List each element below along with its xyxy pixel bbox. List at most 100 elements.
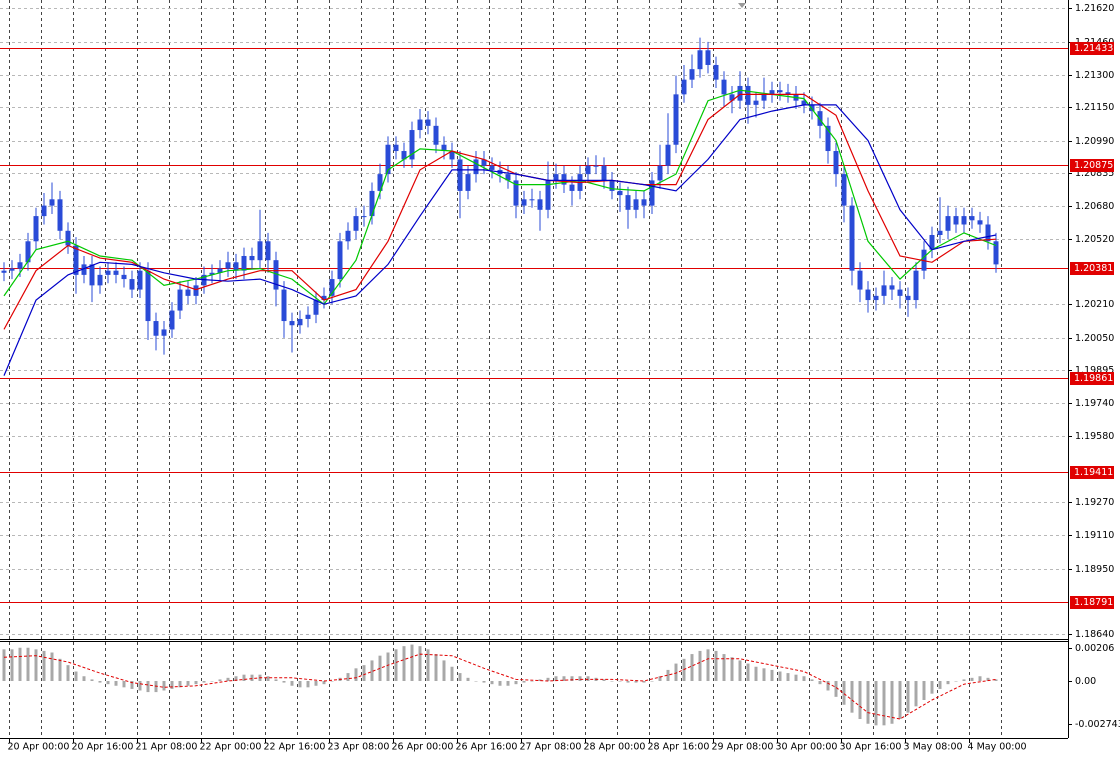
histogram-bar	[954, 681, 958, 682]
histogram-bar	[170, 681, 174, 689]
histogram-bar	[818, 681, 822, 685]
candle-body	[345, 230, 351, 242]
histogram-bar	[242, 674, 246, 681]
histogram-bar	[810, 679, 814, 681]
candle-body	[145, 270, 151, 322]
histogram-bar	[282, 681, 286, 683]
histogram-bar	[658, 676, 662, 681]
candle-body	[401, 151, 407, 160]
histogram-bar	[634, 681, 638, 683]
candle-body	[905, 295, 911, 301]
moving-average	[3, 104, 997, 376]
histogram-bar	[330, 681, 334, 682]
x-tick-label: 23 Apr 08:00	[328, 742, 390, 753]
candle-body	[209, 272, 215, 275]
candle-body	[257, 241, 263, 261]
histogram-bar	[938, 681, 942, 689]
histogram-bar	[754, 666, 758, 681]
candle-body	[561, 174, 567, 185]
candle-body	[241, 255, 247, 271]
candle-body	[841, 174, 847, 206]
y-tick-label: -0.002743	[1075, 719, 1120, 730]
histogram-bar	[802, 676, 806, 681]
x-tick-label: 20 Apr 16:00	[72, 742, 134, 753]
x-tick-label: 27 Apr 08:00	[520, 742, 582, 753]
y-tick-label: 1.19895	[1075, 365, 1114, 376]
candle-body	[553, 174, 559, 181]
histogram-bar	[882, 681, 886, 726]
candle-body	[73, 245, 79, 275]
histogram-bar	[66, 665, 70, 681]
histogram-bar	[698, 650, 702, 681]
candle-body	[761, 94, 767, 101]
histogram-bar	[770, 669, 774, 681]
histogram-bar	[354, 668, 358, 681]
x-tick-label: 30 Apr 00:00	[776, 742, 838, 753]
candle-body	[313, 300, 319, 315]
candle-body	[665, 144, 671, 166]
candle-body	[521, 199, 527, 206]
histogram-bar	[986, 677, 990, 681]
level-label: 1.18791	[1074, 597, 1113, 608]
histogram-bar	[482, 681, 486, 683]
histogram-bar	[642, 681, 646, 683]
candle-body	[809, 104, 815, 112]
candle-body	[49, 199, 55, 206]
candle-body	[385, 144, 391, 175]
candle-body	[969, 216, 975, 221]
candle-body	[129, 279, 135, 290]
histogram-bar	[962, 679, 966, 681]
histogram-bar	[426, 649, 430, 681]
histogram-bar	[466, 677, 470, 681]
histogram-bar	[90, 679, 94, 681]
histogram-bar	[58, 658, 62, 681]
histogram-bar	[370, 660, 374, 681]
candle-body	[169, 310, 175, 330]
histogram-bar	[106, 681, 110, 685]
histogram-bar	[386, 652, 390, 681]
level-label: 1.19861	[1074, 373, 1113, 384]
candle-body	[753, 100, 759, 105]
histogram-bar	[978, 676, 982, 681]
histogram-bar	[674, 663, 678, 681]
histogram-bar	[314, 681, 318, 686]
candle-body	[729, 94, 735, 101]
candle-body	[337, 241, 343, 280]
histogram-bar	[322, 681, 326, 685]
moving-average	[3, 93, 997, 330]
histogram-bar	[706, 649, 710, 681]
candle-body	[993, 241, 999, 265]
candle-body	[449, 151, 455, 160]
candle-body	[825, 125, 831, 152]
histogram-bar	[762, 668, 766, 681]
candle-body	[585, 165, 591, 175]
candle-body	[321, 295, 327, 301]
candle-body	[289, 321, 295, 326]
candle-body	[721, 79, 727, 95]
candle-body	[305, 314, 311, 319]
histogram-bar	[586, 676, 590, 681]
candle-body	[193, 285, 199, 296]
candle-body	[393, 144, 399, 152]
histogram-bar	[578, 676, 582, 681]
candle-body	[889, 285, 895, 290]
x-tick-label: 28 Apr 00:00	[584, 742, 646, 753]
histogram-bar	[514, 681, 518, 685]
candle-body	[977, 220, 983, 225]
y-tick-label: 1.20050	[1075, 333, 1114, 344]
candle-body	[777, 90, 783, 93]
histogram-bar	[866, 681, 870, 724]
histogram-bar	[74, 671, 78, 681]
y-tick-label: 1.20210	[1075, 299, 1114, 310]
y-tick-label: 0.00206	[1075, 643, 1114, 654]
candle-body	[473, 159, 479, 175]
candle-body	[81, 264, 87, 275]
candle-body	[513, 180, 519, 206]
candle-body	[633, 199, 639, 210]
histogram-bar	[930, 681, 934, 694]
level-label-bg	[1070, 596, 1114, 609]
candle-body	[9, 268, 15, 271]
candle-body	[1, 270, 7, 273]
x-tick-label: 26 Apr 16:00	[456, 742, 518, 753]
